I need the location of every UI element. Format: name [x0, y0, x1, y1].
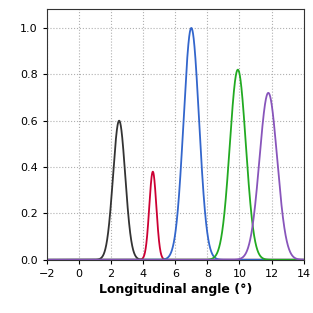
X-axis label: Longitudinal angle (°): Longitudinal angle (°): [99, 283, 252, 296]
